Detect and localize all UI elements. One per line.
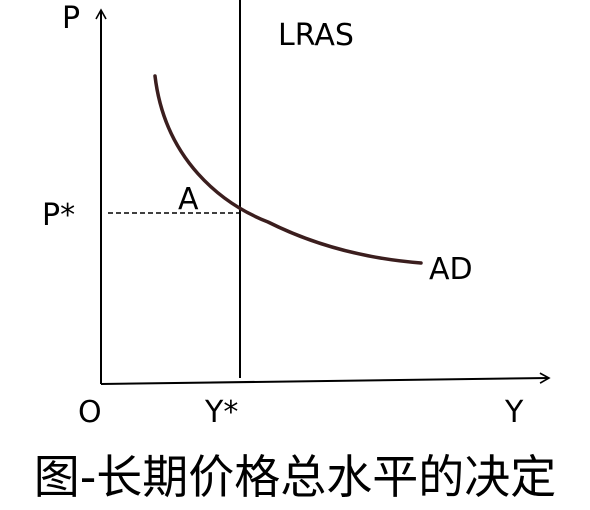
output-axis (100, 372, 551, 385)
ad-lras-diagram: P Y O LRAS AD A P* Y* (42, 0, 551, 430)
figure-caption: 图-长期价格总水平的决定 (33, 450, 557, 504)
equilibrium-output-label: Y* (204, 395, 238, 430)
price-axis-label: P (62, 1, 80, 36)
output-axis-label: Y (504, 395, 524, 430)
equilibrium-point-label: A (178, 182, 199, 217)
origin-label: O (78, 395, 102, 430)
ad-label: AD (429, 252, 473, 287)
equilibrium-price-label: P* (42, 198, 75, 233)
ad-curve (153, 74, 423, 265)
lras-label: LRAS (278, 18, 354, 53)
